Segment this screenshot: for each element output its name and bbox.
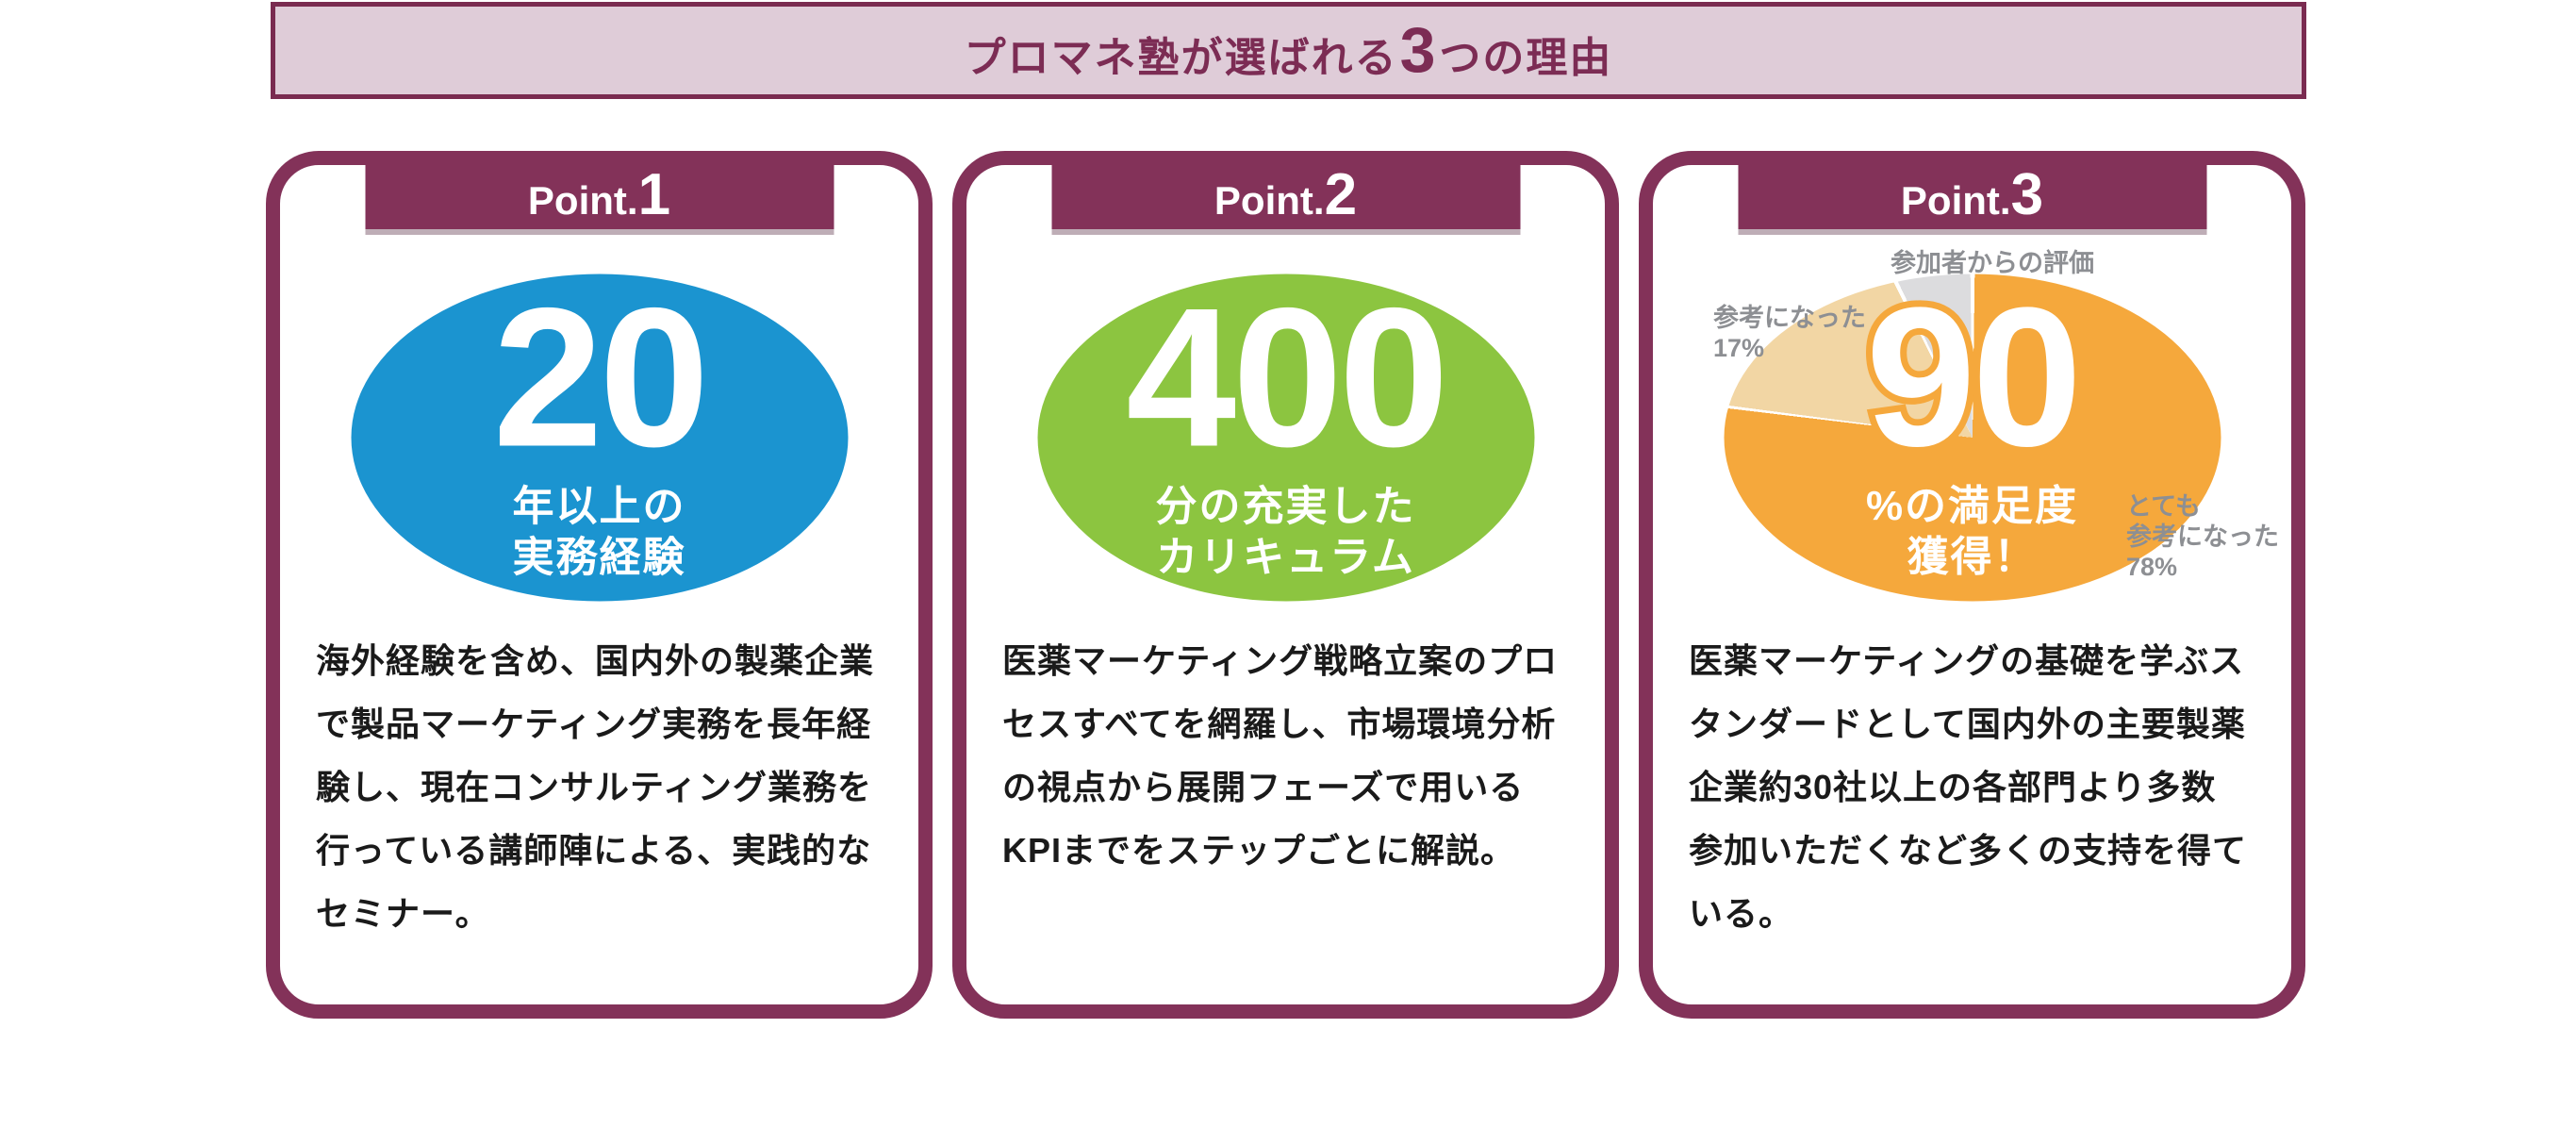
stat-caption: 年以上の 実務経験 <box>512 483 686 581</box>
pie-chart-title: 参加者からの評価 <box>1891 249 2094 277</box>
point-1-header: Point. 1 <box>365 161 834 229</box>
point-card-3: Point. 3 参加者からの評価 参考になった 17% とても 参考になった … <box>1639 151 2305 1019</box>
card-description: 海外経験を含め、国内外の製薬企業で製品マーケティング実務を長年経験し、現在コンサ… <box>316 641 875 933</box>
point-2-header: Point. 2 <box>1051 161 1520 229</box>
stat-number: 20 <box>492 266 710 489</box>
point-3-figure: 参加者からの評価 参考になった 17% とても 参考になった 78% 90 90… <box>1653 249 2291 601</box>
point-label: Point. <box>527 178 638 223</box>
section-title: プロマネ塾が選ばれる 3 つの理由 <box>965 18 1613 84</box>
curriculum-stat-ellipse: 400 分の充実した カリキュラム <box>1037 274 1534 601</box>
experience-stat-ellipse: 20 年以上の 実務経験 <box>351 274 848 601</box>
point-1-figure: 20 年以上の 実務経験 <box>280 274 918 601</box>
pie-label-very-helpful: とても 参考になった 78% <box>2126 492 2279 581</box>
satisfaction-pie-chart <box>1724 274 2221 601</box>
pie-center-overlay: 90 90 %の満足度 獲得！ <box>1653 266 2291 601</box>
section-title-prefix: プロマネ塾が選ばれる <box>964 34 1398 81</box>
stat-caption: %の満足度 獲得！ <box>1865 483 2079 581</box>
point-card-2: Point. 2 400 分の充実した カリキュラム 医薬マーケティング戦略立案… <box>952 151 1619 1019</box>
section-title-banner: プロマネ塾が選ばれる 3 つの理由 <box>271 2 2306 99</box>
card-description: 医薬マーケティング戦略立案のプロセスすべてを網羅し、市場環境分析の視点から展開フ… <box>1002 641 1559 870</box>
point-cards-row: Point. 1 20 年以上の 実務経験 海外経験を含め、国内外の製薬企業で製… <box>266 151 2305 1019</box>
point-label: Point. <box>1214 178 1325 223</box>
section-title-suffix: つの理由 <box>1439 34 1613 81</box>
pie-label-helpful: 参考になった 17% <box>1713 304 1866 362</box>
point-number: 1 <box>637 162 671 227</box>
card-description: 医薬マーケティングの基礎を学ぶスタンダードとして国内外の主要製薬企業約30社以上… <box>1689 641 2248 933</box>
point-number: 2 <box>1324 162 1358 227</box>
stat-number: 90 <box>1865 266 2083 489</box>
point-card-1: Point. 1 20 年以上の 実務経験 海外経験を含め、国内外の製薬企業で製… <box>266 151 933 1019</box>
point-label: Point. <box>1900 178 2011 223</box>
point-2-figure: 400 分の充実した カリキュラム <box>966 274 1605 601</box>
stat-number: 400 <box>1126 266 1448 489</box>
stat-number-wrap: 90 90 <box>1859 266 2089 489</box>
point-number: 3 <box>2010 162 2044 227</box>
section-title-highlight-number: 3 <box>1399 13 1438 86</box>
stat-caption: 分の充実した カリキュラム <box>1155 483 1416 581</box>
stat-number-outline: 90 <box>1859 266 2089 489</box>
point-3-header: Point. 3 <box>1738 161 2206 229</box>
